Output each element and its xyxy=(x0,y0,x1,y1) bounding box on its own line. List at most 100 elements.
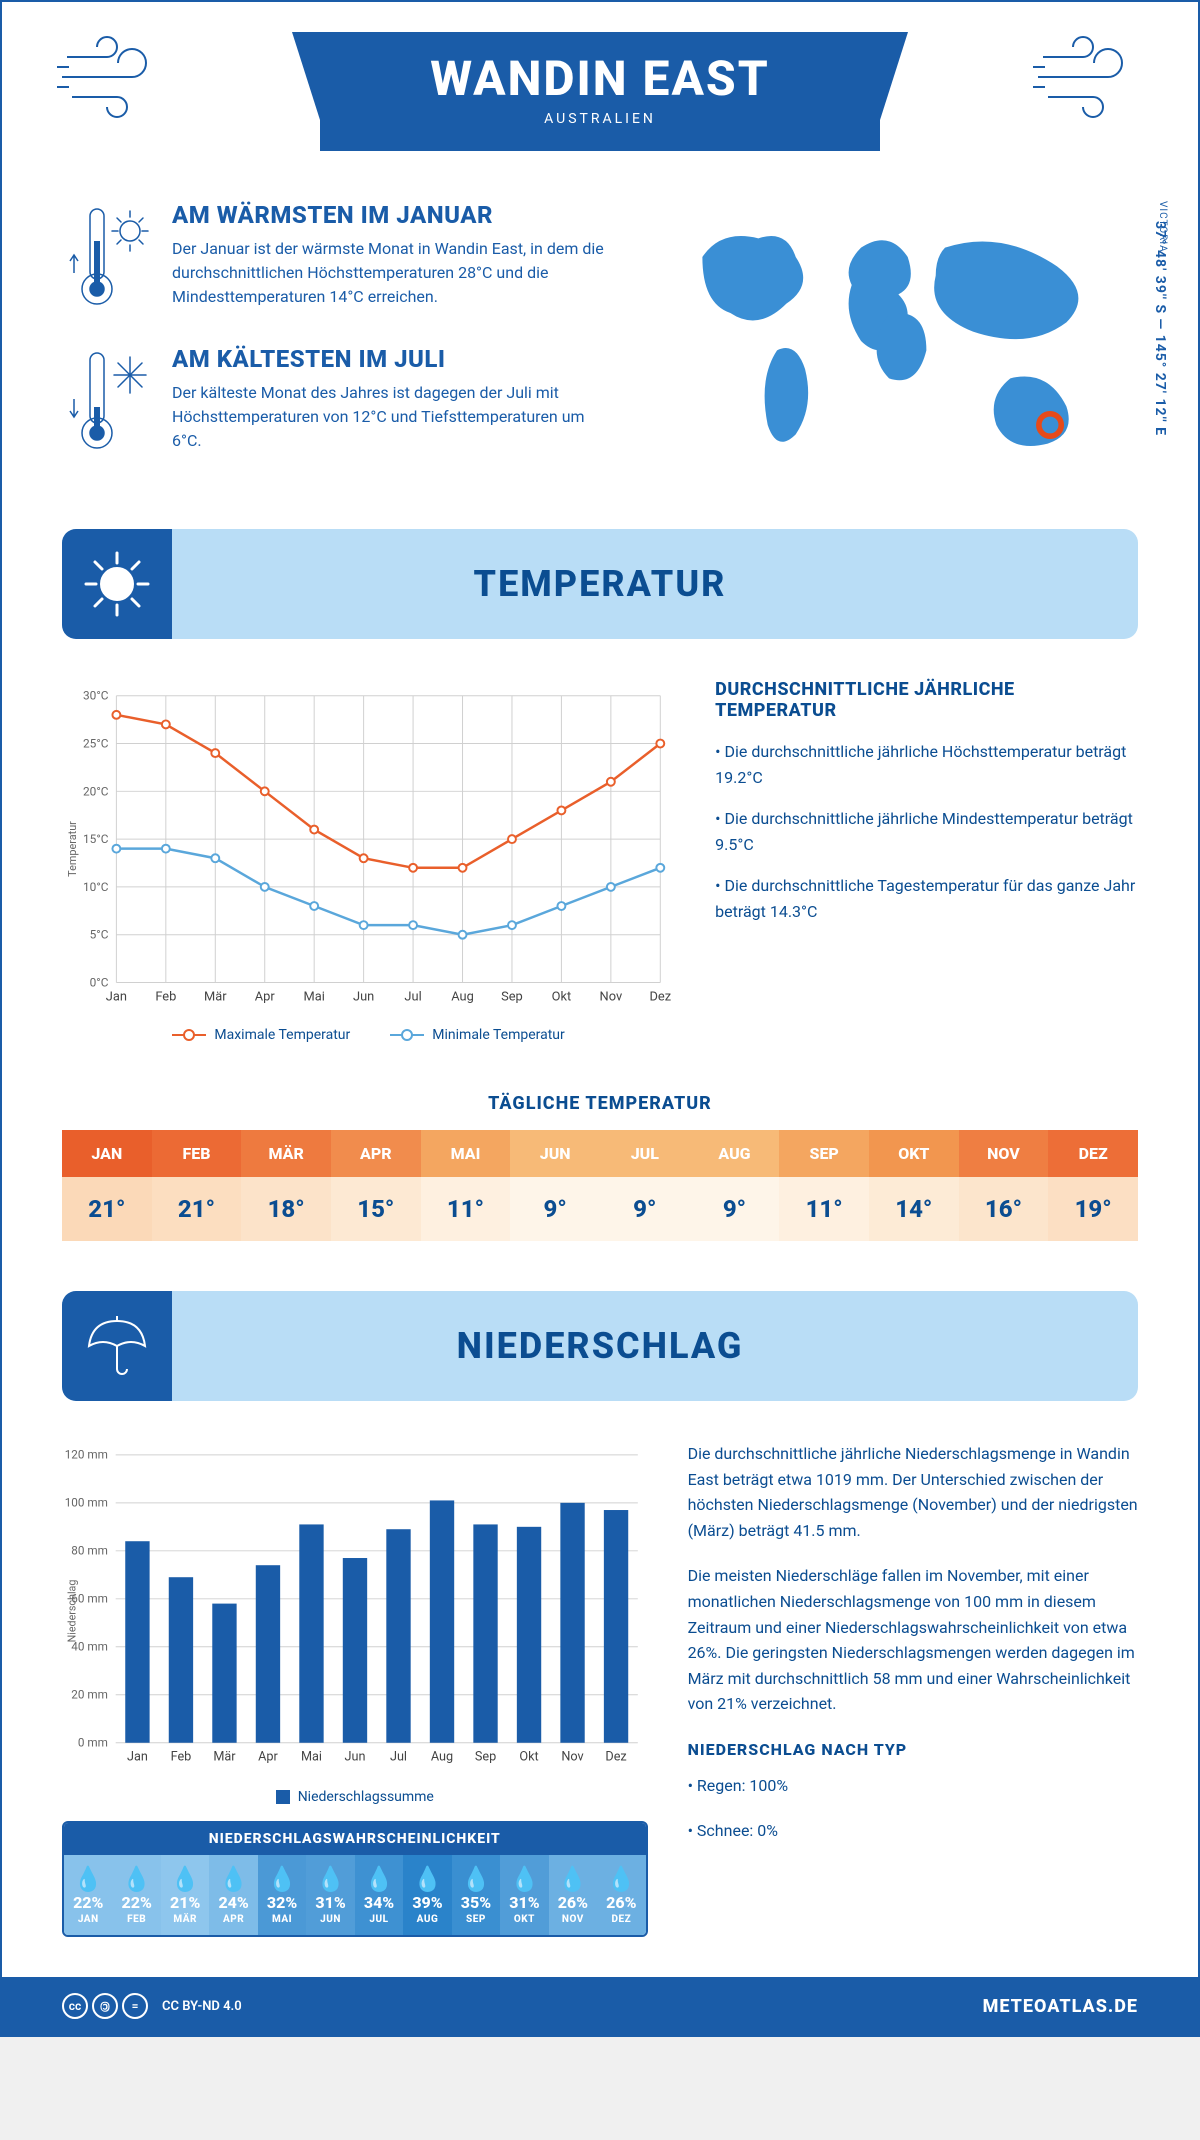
brand-label: METEOATLAS.DE xyxy=(983,1996,1138,2017)
svg-text:Nov: Nov xyxy=(561,1749,583,1764)
warmest-text: Der Januar ist der wärmste Monat in Wand… xyxy=(172,237,610,309)
temp-bullet: • Die durchschnittliche jährliche Höchst… xyxy=(715,739,1138,790)
svg-text:120 mm: 120 mm xyxy=(65,1448,108,1462)
drop-icon: 💧 xyxy=(306,1867,354,1891)
prob-cell: 💧 39% AUG xyxy=(403,1855,451,1935)
prob-cell: 💧 22% JAN xyxy=(64,1855,112,1935)
daily-head-cell: APR xyxy=(331,1130,421,1177)
thermometer-hot-icon xyxy=(62,201,152,315)
svg-text:Mai: Mai xyxy=(304,989,325,1004)
svg-text:15°C: 15°C xyxy=(83,832,109,846)
thermometer-cold-icon xyxy=(62,345,152,459)
prob-cell: 💧 31% OKT xyxy=(500,1855,548,1935)
precip-bar-chart: 0 mm20 mm40 mm60 mm80 mm100 mm120 mmJanF… xyxy=(62,1441,648,1781)
page-subtitle: AUSTRALIEN xyxy=(400,111,800,127)
prob-cell: 💧 35% SEP xyxy=(452,1855,500,1935)
svg-text:Feb: Feb xyxy=(171,1749,192,1764)
svg-text:Temperatur: Temperatur xyxy=(66,821,79,877)
drop-icon: 💧 xyxy=(258,1867,306,1891)
warmest-fact: AM WÄRMSTEN IM JANUAR Der Januar ist der… xyxy=(62,201,610,315)
temperature-summary: DURCHSCHNITTLICHE JÄHRLICHE TEMPERATUR •… xyxy=(715,679,1138,1043)
drop-icon: 💧 xyxy=(112,1867,160,1891)
prob-cell: 💧 31% JUN xyxy=(306,1855,354,1935)
page-title: WANDIN EAST xyxy=(400,50,800,107)
temp-bullet: • Die durchschnittliche Tagestemperatur … xyxy=(715,873,1138,924)
svg-text:Apr: Apr xyxy=(255,989,276,1004)
daily-val-cell: 14° xyxy=(869,1177,959,1241)
daily-head-cell: NOV xyxy=(959,1130,1049,1177)
type-bullet: • Regen: 100% xyxy=(688,1773,1138,1799)
temp-bullet: • Die durchschnittliche jährliche Mindes… xyxy=(715,806,1138,857)
daily-val-cell: 11° xyxy=(779,1177,869,1241)
prob-cell: 💧 21% MÄR xyxy=(161,1855,209,1935)
prob-cell: 💧 24% APR xyxy=(209,1855,257,1935)
svg-text:Okt: Okt xyxy=(552,989,572,1004)
wind-icon xyxy=(52,32,172,126)
svg-text:Aug: Aug xyxy=(431,1749,453,1764)
wind-icon xyxy=(1028,32,1148,126)
svg-text:Jul: Jul xyxy=(404,989,421,1004)
svg-text:Mai: Mai xyxy=(301,1749,322,1764)
svg-text:0 mm: 0 mm xyxy=(78,1736,108,1750)
svg-text:30°C: 30°C xyxy=(83,689,109,703)
daily-val-cell: 15° xyxy=(331,1177,421,1241)
legend-precip: Niederschlagssumme xyxy=(276,1789,434,1805)
license-label: CC BY-ND 4.0 xyxy=(162,1999,242,2014)
drop-icon: 💧 xyxy=(452,1867,500,1891)
drop-icon: 💧 xyxy=(403,1867,451,1891)
daily-head-cell: FEB xyxy=(152,1130,242,1177)
drop-icon: 💧 xyxy=(209,1867,257,1891)
svg-text:Aug: Aug xyxy=(451,989,474,1004)
daily-val-cell: 11° xyxy=(421,1177,511,1241)
temperature-section-head: TEMPERATUR xyxy=(62,529,1138,639)
cc-icons: cc🄯= xyxy=(62,1993,148,2019)
daily-temp-title: TÄGLICHE TEMPERATUR xyxy=(2,1093,1198,1114)
prob-cell: 💧 34% JUL xyxy=(355,1855,403,1935)
svg-text:20 mm: 20 mm xyxy=(71,1688,108,1702)
precip-para-2: Die meisten Niederschläge fallen im Nove… xyxy=(688,1563,1138,1717)
svg-text:Jan: Jan xyxy=(106,989,127,1004)
svg-text:Mär: Mär xyxy=(213,1749,236,1764)
coords-label: 37° 48' 39'' S — 145° 27' 12'' E xyxy=(1152,221,1168,436)
svg-text:100 mm: 100 mm xyxy=(65,1496,108,1510)
daily-val-cell: 21° xyxy=(152,1177,242,1241)
svg-text:5°C: 5°C xyxy=(90,928,109,942)
temperature-chart: 0°C5°C10°C15°C20°C25°C30°CJanFebMärAprMa… xyxy=(62,679,675,1043)
daily-head-cell: SEP xyxy=(779,1130,869,1177)
svg-text:0°C: 0°C xyxy=(90,975,109,989)
sun-icon xyxy=(62,529,172,639)
drop-icon: 💧 xyxy=(549,1867,597,1891)
daily-temp-table: JANFEBMÄRAPRMAIJUNJULAUGSEPOKTNOVDEZ21°2… xyxy=(62,1130,1138,1241)
daily-head-cell: DEZ xyxy=(1048,1130,1138,1177)
svg-text:Jun: Jun xyxy=(344,1749,365,1764)
header: WANDIN EAST AUSTRALIEN xyxy=(2,2,1198,171)
intro-row: AM WÄRMSTEN IM JANUAR Der Januar ist der… xyxy=(2,171,1198,529)
temp-summary-title: DURCHSCHNITTLICHE JÄHRLICHE TEMPERATUR xyxy=(715,679,1138,721)
svg-text:Okt: Okt xyxy=(519,1749,538,1764)
legend-max: Maximale Temperatur xyxy=(172,1027,350,1043)
daily-val-cell: 9° xyxy=(510,1177,600,1241)
coldest-title: AM KÄLTESTEN IM JULI xyxy=(172,345,610,373)
svg-text:Dez: Dez xyxy=(605,1749,626,1764)
prob-cell: 💧 26% DEZ xyxy=(597,1855,645,1935)
daily-val-cell: 18° xyxy=(241,1177,331,1241)
type-bullet: • Schnee: 0% xyxy=(688,1818,1138,1844)
daily-val-cell: 19° xyxy=(1048,1177,1138,1241)
svg-text:Sep: Sep xyxy=(501,989,523,1004)
svg-text:Apr: Apr xyxy=(258,1749,278,1764)
drop-icon: 💧 xyxy=(500,1867,548,1891)
svg-text:80 mm: 80 mm xyxy=(71,1544,108,1558)
precip-text: Die durchschnittliche jährliche Niedersc… xyxy=(688,1441,1138,1937)
temperature-title: TEMPERATUR xyxy=(474,563,727,605)
svg-text:Nov: Nov xyxy=(600,989,623,1004)
daily-head-cell: JUN xyxy=(510,1130,600,1177)
svg-text:20°C: 20°C xyxy=(83,784,109,798)
drop-icon: 💧 xyxy=(161,1867,209,1891)
daily-val-cell: 21° xyxy=(62,1177,152,1241)
svg-text:Feb: Feb xyxy=(155,989,176,1004)
daily-head-cell: MÄR xyxy=(241,1130,331,1177)
svg-text:Jun: Jun xyxy=(353,989,374,1004)
svg-text:Jul: Jul xyxy=(390,1749,407,1764)
daily-head-cell: AUG xyxy=(690,1130,780,1177)
precip-prob-table: NIEDERSCHLAGSWAHRSCHEINLICHKEIT 💧 22% JA… xyxy=(62,1821,648,1937)
